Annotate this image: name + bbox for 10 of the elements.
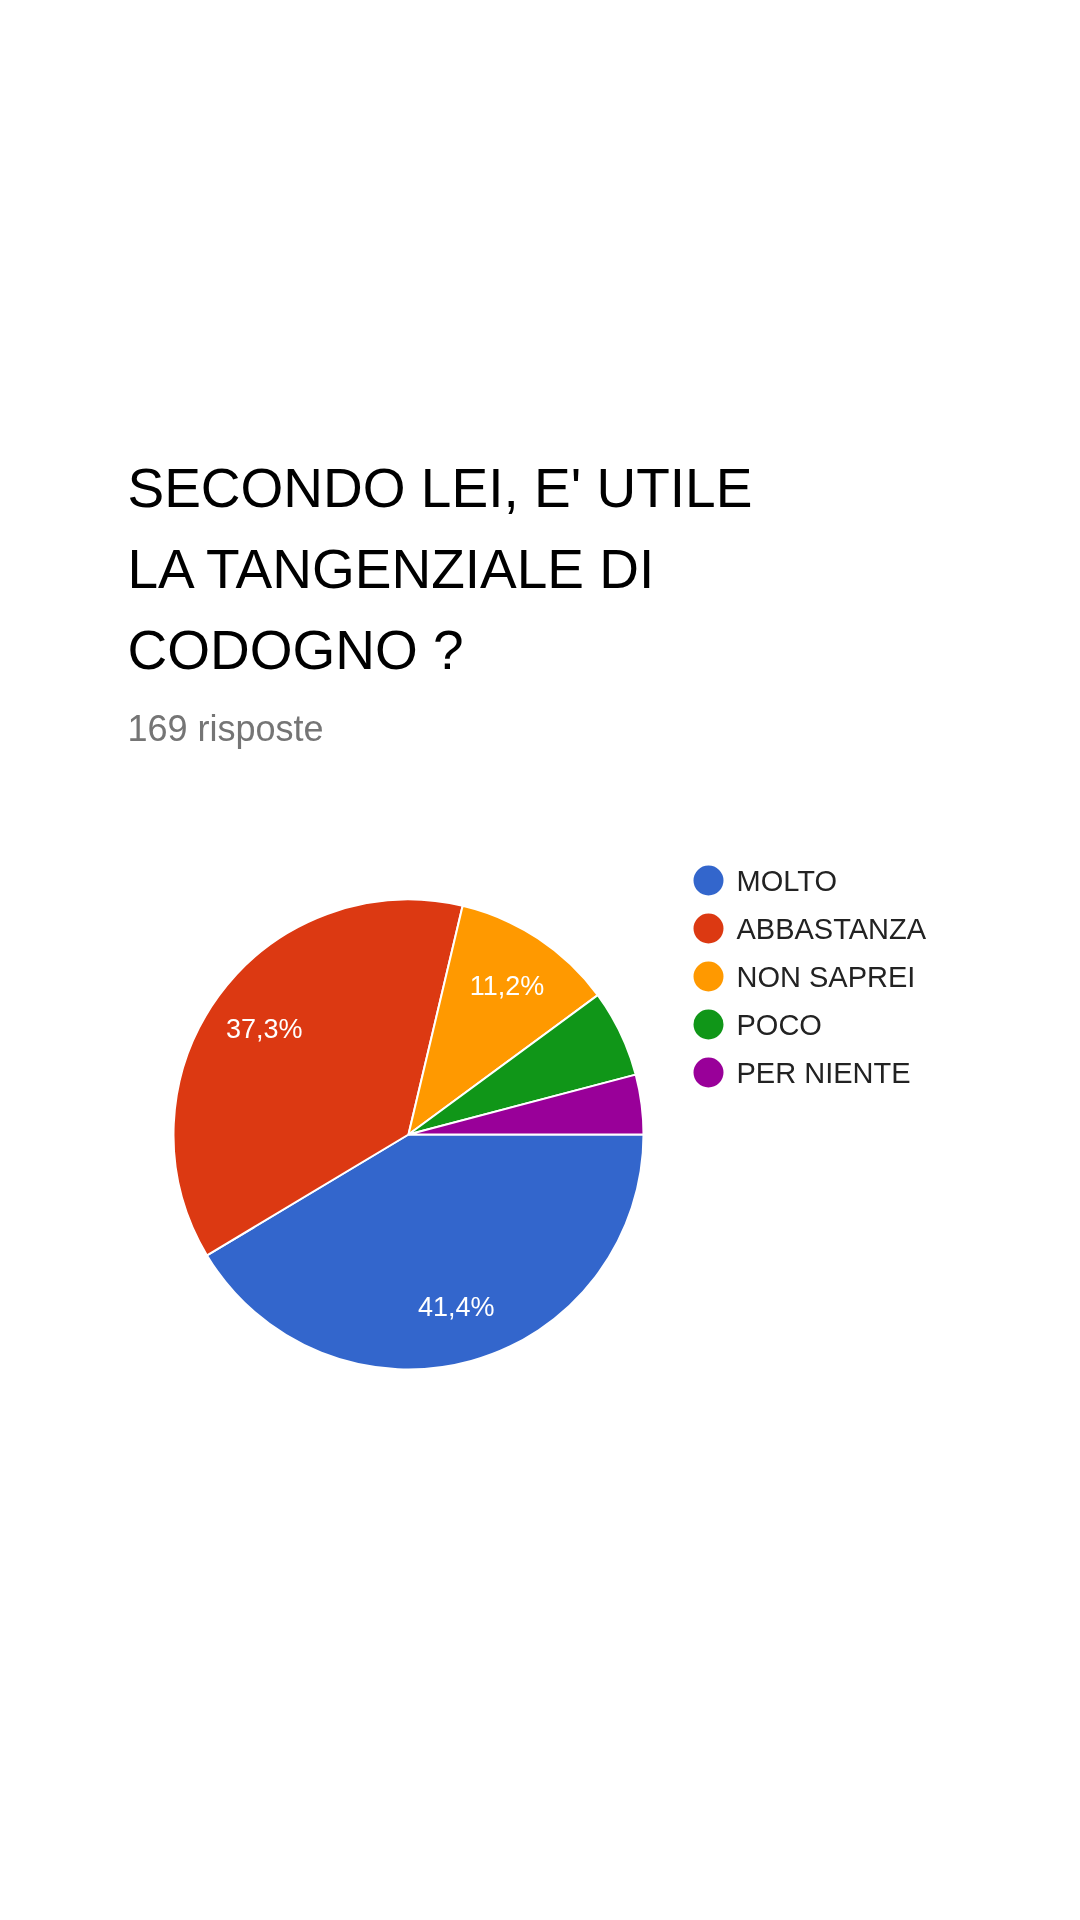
- data-label: 41,4%: [417, 1291, 495, 1322]
- legend-label: MOLTO: [736, 864, 837, 897]
- legend-label: PER NIENTE: [736, 1056, 911, 1089]
- data-label: 11,2%: [469, 970, 545, 1001]
- data-label: 37,3%: [226, 1014, 303, 1045]
- chart-subtitle: 169 risposte: [127, 708, 324, 749]
- legend-label: POCO: [736, 1008, 822, 1041]
- chart-title: SECONDO LEI, E' UTILE LA TANGENZIALE DI CODOGNO ?: [127, 456, 753, 681]
- legend-label: ABBASTANZA: [736, 912, 927, 945]
- legend-label: NON SAPREI: [736, 960, 916, 993]
